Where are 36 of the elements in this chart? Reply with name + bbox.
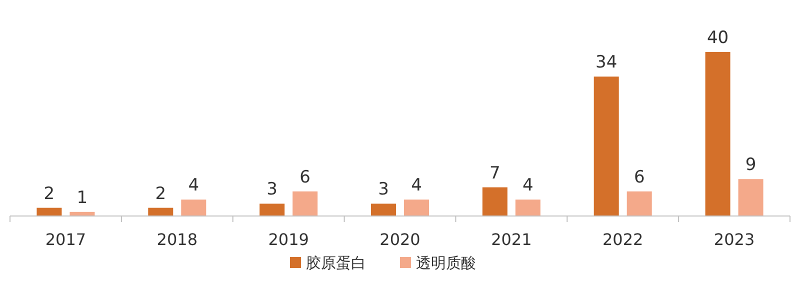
data-label: 3 [378, 180, 389, 200]
bar [738, 179, 764, 216]
data-label: 6 [634, 167, 645, 188]
x-tick-label: 2021 [491, 230, 532, 249]
bar [626, 191, 652, 216]
data-label: 7 [490, 163, 500, 184]
bar [404, 200, 429, 216]
x-tick-label: 2023 [714, 230, 755, 249]
bar [181, 200, 206, 216]
x-tick-label: 2019 [268, 230, 309, 249]
data-label: 2 [155, 184, 166, 204]
legend-label: 透明质酸 [416, 254, 476, 272]
bar [371, 204, 396, 216]
bar [36, 208, 62, 216]
bar [292, 191, 318, 216]
bar [705, 52, 730, 216]
data-label: 6 [300, 167, 310, 188]
bar [515, 200, 540, 216]
data-label: 40 [706, 28, 729, 48]
data-label: 3 [266, 180, 278, 200]
x-tick-label: 2018 [156, 230, 198, 249]
bar [148, 208, 174, 216]
bar [260, 204, 285, 216]
data-label: 4 [411, 176, 422, 196]
bar [594, 76, 619, 216]
x-tick-label: 2022 [602, 230, 644, 249]
data-label: 34 [596, 52, 618, 73]
data-label: 9 [745, 155, 756, 176]
data-label: 1 [76, 188, 88, 208]
legend-label: 胶原蛋白 [306, 254, 366, 272]
x-tick-label: 2017 [45, 230, 86, 249]
x-tick-label: 2020 [380, 230, 420, 249]
data-label: 4 [522, 176, 534, 196]
data-label: 2 [44, 184, 55, 204]
bar [482, 187, 508, 216]
data-label: 4 [188, 176, 200, 196]
